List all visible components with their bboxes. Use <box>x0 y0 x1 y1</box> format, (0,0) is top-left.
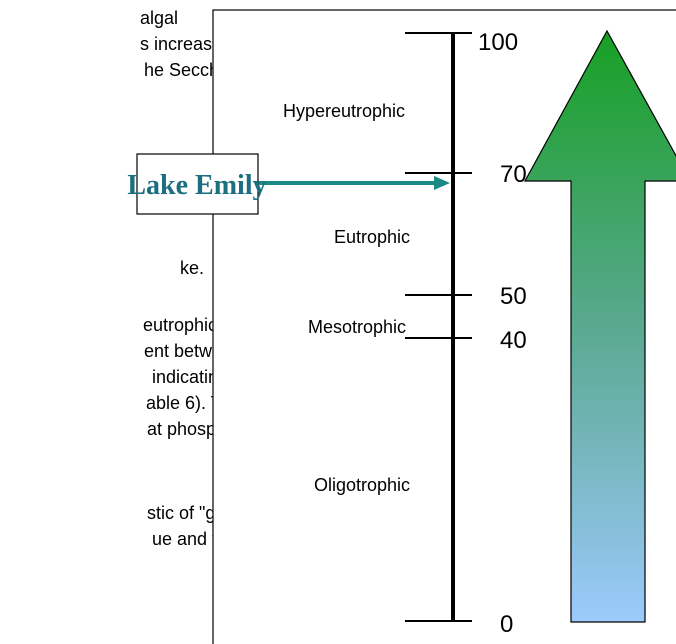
category-label: Oligotrophic <box>314 475 410 495</box>
scale-label: 0 <box>500 611 513 638</box>
category-label: Hypereutrophic <box>283 101 405 121</box>
body-line: algal <box>140 8 178 28</box>
body-line: he Secchi <box>144 60 223 80</box>
scale-label: 50 <box>500 283 527 310</box>
scale-label: 100 <box>478 29 518 56</box>
body-line: eutrophic <box>143 315 217 335</box>
body-line: indicating <box>152 367 228 387</box>
body-line: ke. <box>180 258 204 278</box>
pointer-arrowhead <box>434 176 450 190</box>
category-label: Mesotrophic <box>308 317 406 337</box>
gradient-arrow <box>523 29 676 623</box>
lake-label: Lake Emily <box>127 170 266 201</box>
scale-label: 40 <box>500 327 527 354</box>
body-line: s increase, <box>140 34 227 54</box>
scale-label: 70 <box>500 161 527 188</box>
lake-box <box>136 153 259 215</box>
category-label: Eutrophic <box>334 227 410 247</box>
